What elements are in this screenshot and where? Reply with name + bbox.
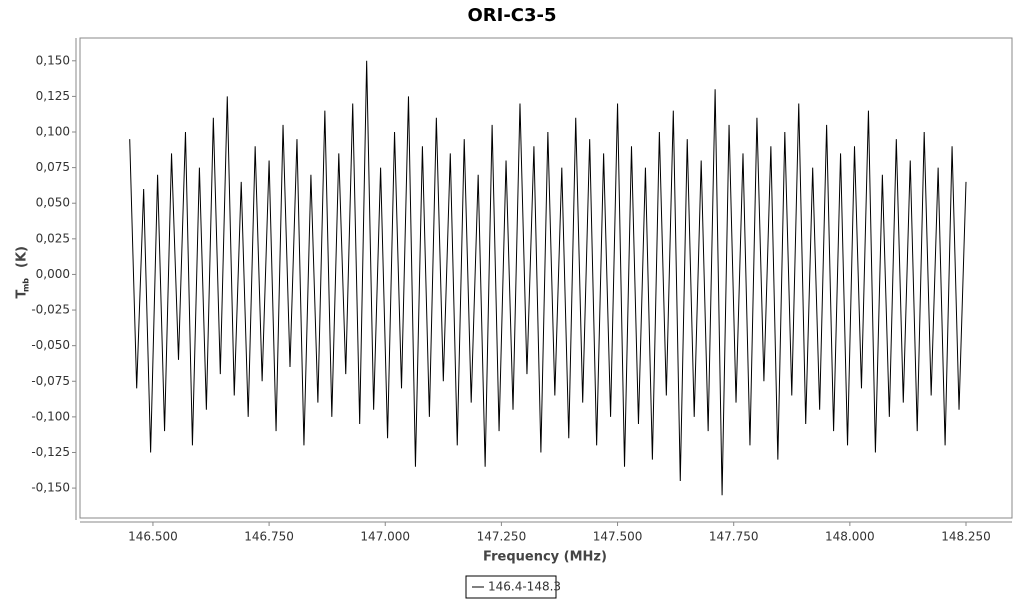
y-axis-title-sub: mb (22, 278, 31, 292)
y-tick-label: 0,075 (36, 160, 70, 174)
y-tick-label: -0,050 (31, 338, 70, 352)
chart-title: ORI-C3-5 (467, 5, 556, 26)
plot-area (79, 37, 1013, 519)
x-tick-label: 147.000 (360, 530, 410, 544)
y-tick-label: 0,150 (36, 53, 70, 67)
y-axis-title-unit: (K) (15, 246, 30, 268)
legend-box (465, 575, 557, 599)
y-axis-title-main: T (15, 289, 30, 298)
x-tick-label: 147.750 (709, 530, 759, 544)
y-tick-label: -0,075 (31, 374, 70, 388)
y-tick-label: -0,150 (31, 481, 70, 495)
x-tick-label: 148.250 (941, 530, 991, 544)
x-tick-label: 147.500 (593, 530, 643, 544)
y-tick-label: 0,025 (36, 231, 70, 245)
x-tick-label: 147.250 (477, 530, 527, 544)
x-axis-title: Frequency (MHz) (483, 550, 607, 565)
y-tick-label: 0,100 (36, 125, 70, 139)
y-tick-label: 0,000 (36, 267, 70, 281)
y-tick-label: 0,050 (36, 196, 70, 210)
spectrum-line (129, 60, 967, 496)
y-tick-label: -0,025 (31, 303, 70, 317)
x-tick-label: 146.750 (244, 530, 294, 544)
y-tick-label: 0,125 (36, 89, 70, 103)
y-axis-title: T mb (K) (15, 246, 31, 298)
x-tick-label: 148.000 (825, 530, 875, 544)
y-tick-label: -0,125 (31, 445, 70, 459)
legend-label: 146.4-148.3 (488, 580, 561, 594)
x-tick-label: 146.500 (128, 530, 178, 544)
y-tick-label: -0,100 (31, 409, 70, 423)
